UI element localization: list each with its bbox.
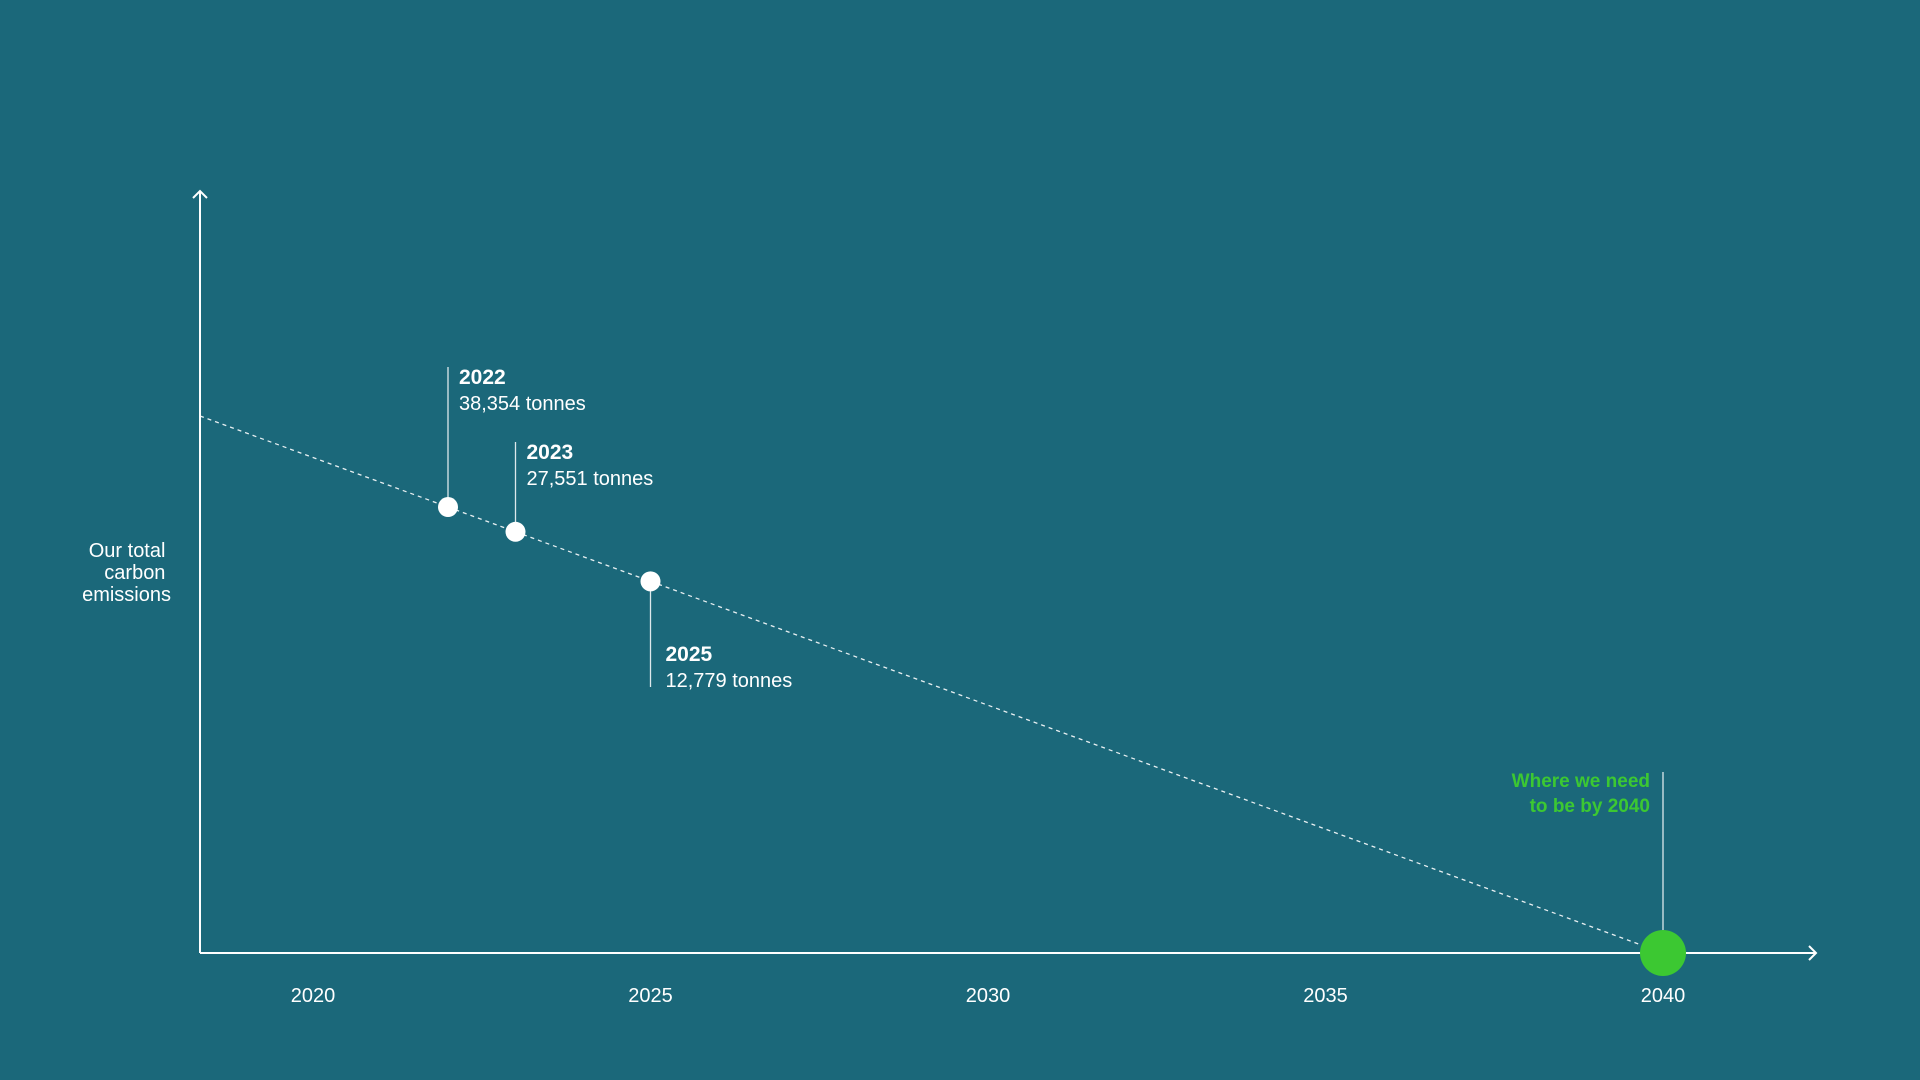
x-tick-label: 2030 bbox=[966, 985, 1011, 1007]
target-marker bbox=[1640, 930, 1686, 976]
target-label: to be by 2040 bbox=[1530, 796, 1650, 817]
data-point-marker bbox=[505, 521, 526, 542]
data-point-marker bbox=[438, 497, 458, 518]
data-label-value: 12,779 tonnes bbox=[666, 670, 793, 692]
target-point-2040: Where we need to be by 2040 bbox=[1512, 771, 1686, 976]
x-tick-label: 2020 bbox=[291, 985, 336, 1007]
target-label: Where we need bbox=[1512, 771, 1650, 792]
data-point-marker bbox=[640, 571, 661, 592]
data-point-2023: 2023 27,551 tonnes bbox=[505, 441, 654, 542]
x-tick-label: 2025 bbox=[628, 985, 673, 1007]
x-tick-label: 2035 bbox=[1303, 985, 1348, 1007]
data-label-value: 38,354 tonnes bbox=[459, 393, 586, 415]
x-axis-arrow-icon bbox=[1808, 945, 1818, 961]
data-point-2022: 2022 38,354 tonnes bbox=[438, 366, 586, 518]
y-axis-arrow-icon bbox=[192, 189, 208, 199]
data-label-year: 2022 bbox=[459, 366, 506, 389]
trend-line bbox=[199, 415, 1664, 954]
y-axis-label: Our total carbon emissions bbox=[82, 540, 171, 606]
x-tick-label: 2040 bbox=[1641, 985, 1686, 1007]
data-label-year: 2025 bbox=[666, 643, 713, 666]
data-point-2025: 2025 12,779 tonnes bbox=[640, 571, 793, 692]
data-label-year: 2023 bbox=[527, 441, 574, 464]
y-axis bbox=[192, 189, 208, 953]
x-axis bbox=[200, 945, 1818, 961]
data-label-value: 27,551 tonnes bbox=[527, 468, 654, 490]
